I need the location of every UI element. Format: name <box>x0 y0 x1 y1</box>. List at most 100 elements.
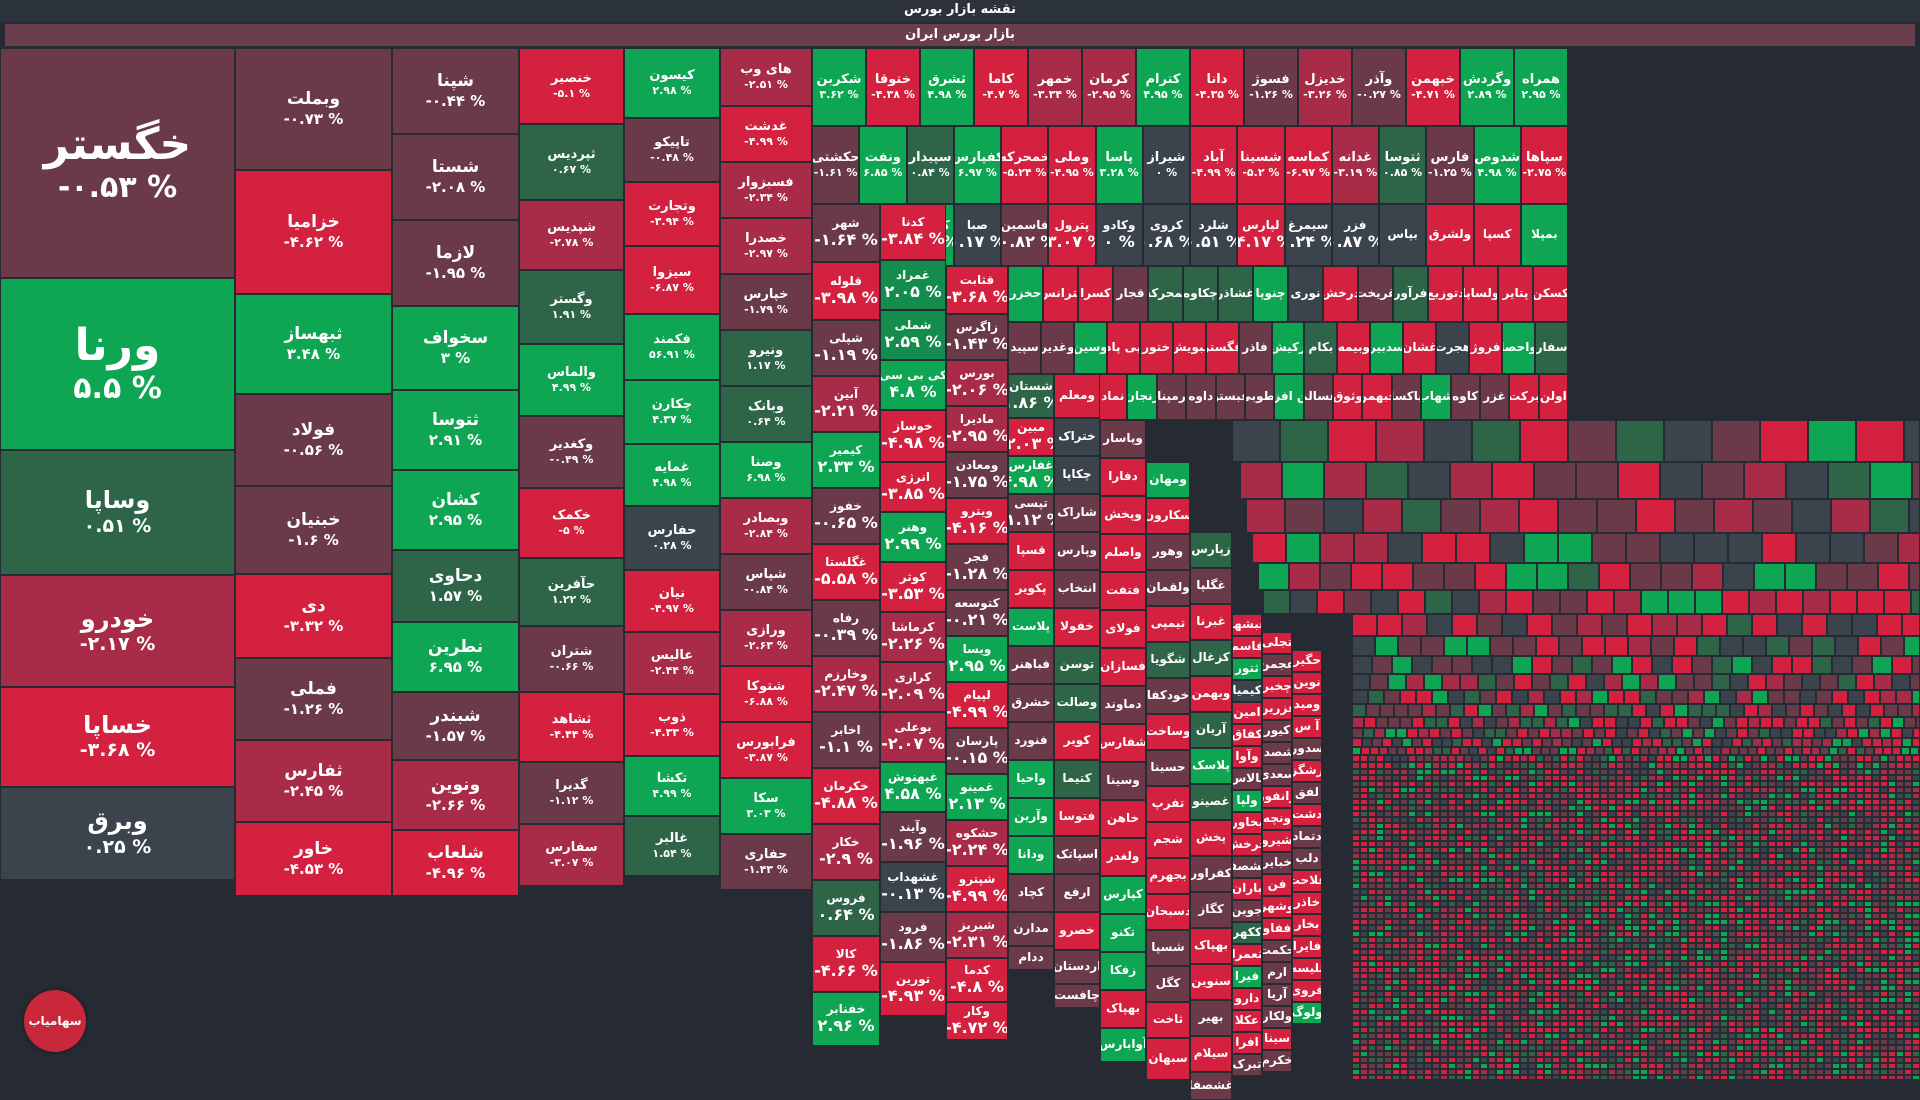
mini-stock-tile[interactable] <box>1753 563 1785 590</box>
mini-stock-tile[interactable] <box>1649 747 1658 755</box>
stock-tile[interactable]: دماوند <box>1100 686 1146 724</box>
mini-stock-tile[interactable] <box>1667 747 1676 755</box>
stock-tile[interactable]: ارفع <box>1054 874 1100 912</box>
mini-stock-tile[interactable] <box>1360 755 1368 762</box>
mini-stock-tile[interactable] <box>1768 769 1776 775</box>
stock-tile[interactable]: سیزوا -۶.۸۷ % <box>624 246 720 314</box>
mini-stock-tile[interactable] <box>1696 762 1704 769</box>
mini-stock-tile[interactable] <box>1352 636 1375 656</box>
mini-stock-tile[interactable] <box>1558 499 1598 533</box>
stock-tile[interactable]: بمپلا <box>1520 204 1568 266</box>
mini-stock-tile[interactable] <box>1784 755 1792 762</box>
mini-stock-tile[interactable] <box>1514 674 1532 690</box>
mini-stock-tile[interactable] <box>1406 747 1415 755</box>
stock-tile[interactable]: آ س <box>1292 716 1322 738</box>
mini-stock-tile[interactable] <box>1492 738 1502 747</box>
mini-stock-tile[interactable] <box>1784 674 1802 690</box>
stock-tile[interactable]: واصلم <box>1100 534 1146 572</box>
stock-tile[interactable]: کفراور <box>1190 856 1232 892</box>
mini-stock-tile[interactable] <box>1680 762 1688 769</box>
mini-stock-tile[interactable] <box>1828 704 1842 717</box>
stock-tile[interactable]: کشان ۲.۹۵ % <box>392 470 519 550</box>
stock-tile[interactable]: خساپا -۳.۶۸ % <box>0 687 235 787</box>
stock-tile[interactable]: عجمن <box>1262 654 1292 676</box>
mini-stock-tile[interactable] <box>1640 590 1668 614</box>
stock-tile[interactable]: شپلی -۱.۱۹ % <box>812 320 880 376</box>
mini-stock-tile[interactable] <box>1672 755 1680 762</box>
mini-stock-tile[interactable] <box>1716 704 1730 717</box>
mini-stock-tile[interactable] <box>1602 738 1612 747</box>
stock-tile[interactable]: آباد -۴.۹۹ % <box>1190 126 1238 204</box>
mini-stock-tile[interactable] <box>1753 499 1793 533</box>
stock-tile[interactable]: وکادو ۰ % <box>1095 204 1143 266</box>
mini-stock-tile[interactable] <box>1728 762 1736 769</box>
stock-tile[interactable]: شستان۱.۸۶ % <box>1008 374 1054 418</box>
stock-tile[interactable]: پتایر <box>1498 266 1533 322</box>
mini-stock-tile[interactable] <box>1422 738 1432 747</box>
stock-tile[interactable]: سپاها -۲.۷۵ % <box>1520 126 1568 204</box>
mini-stock-tile[interactable] <box>1624 755 1632 762</box>
stock-tile[interactable]: لپیام -۴.۹۹ % <box>946 682 1008 728</box>
mini-stock-tile[interactable] <box>1911 462 1920 499</box>
mini-stock-tile[interactable] <box>1912 755 1920 762</box>
mini-stock-tile[interactable] <box>1366 704 1380 717</box>
mini-stock-tile[interactable] <box>1552 762 1560 769</box>
stock-tile[interactable]: بطوبی <box>1244 374 1275 420</box>
mini-stock-tile[interactable] <box>1408 755 1416 762</box>
mini-stock-tile[interactable] <box>1892 738 1902 747</box>
stock-tile[interactable]: دحاوی ۱.۵۷ % <box>392 550 519 622</box>
mini-stock-tile[interactable] <box>1802 674 1820 690</box>
stock-tile[interactable]: قاسم <box>1232 636 1262 658</box>
mini-stock-tile[interactable] <box>1568 755 1576 762</box>
stock-tile[interactable]: وشهر <box>1262 896 1292 918</box>
mini-stock-tile[interactable] <box>1916 717 1920 728</box>
mini-stock-tile[interactable] <box>1328 420 1376 462</box>
stock-tile[interactable]: فسازان <box>1100 648 1146 686</box>
mini-stock-tile[interactable] <box>1748 728 1759 738</box>
mini-stock-tile[interactable] <box>1688 690 1704 704</box>
mini-stock-tile[interactable] <box>1704 769 1712 775</box>
stock-tile[interactable]: وبهمن <box>1190 676 1232 712</box>
stock-tile[interactable]: کگل <box>1146 966 1190 1002</box>
mini-stock-tile[interactable] <box>1402 614 1427 636</box>
mini-stock-tile[interactable] <box>1652 614 1677 636</box>
mini-stock-tile[interactable] <box>1910 747 1919 755</box>
mini-stock-tile[interactable] <box>1502 614 1527 636</box>
stock-tile[interactable]: فباهنر <box>1008 646 1054 684</box>
stock-tile[interactable]: ثتور <box>1232 658 1262 680</box>
stock-tile[interactable]: غشصفا <box>1232 856 1262 878</box>
stock-tile[interactable]: شکربن ۳.۶۲ % <box>812 48 866 126</box>
mini-stock-tile[interactable] <box>1800 704 1814 717</box>
stock-tile[interactable]: سدبیر <box>1370 322 1404 374</box>
mini-stock-tile[interactable] <box>1737 728 1748 738</box>
stock-tile[interactable]: بخاور <box>1232 812 1262 834</box>
mini-stock-tile[interactable] <box>1858 728 1869 738</box>
mini-stock-tile[interactable] <box>1490 533 1525 563</box>
mini-stock-tile[interactable] <box>1508 717 1520 728</box>
mini-stock-tile[interactable] <box>1568 769 1576 775</box>
stock-tile[interactable]: نوری <box>1288 266 1323 322</box>
mini-stock-tile[interactable] <box>1418 728 1429 738</box>
mini-stock-tile[interactable] <box>1762 738 1772 747</box>
mini-stock-tile[interactable] <box>1613 590 1641 614</box>
mini-stock-tile[interactable] <box>1539 728 1550 738</box>
mini-stock-tile[interactable] <box>1532 590 1560 614</box>
stock-tile[interactable]: چکاوه <box>1183 266 1218 322</box>
stock-tile[interactable]: حگیر <box>1292 650 1322 672</box>
mini-stock-tile[interactable] <box>1484 717 1496 728</box>
stock-tile[interactable]: کرمان -۲.۹۵ % <box>1082 48 1136 126</box>
mini-stock-tile[interactable] <box>1694 674 1712 690</box>
mini-stock-tile[interactable] <box>1872 656 1892 674</box>
mini-stock-tile[interactable] <box>1784 769 1792 775</box>
mini-stock-tile[interactable] <box>1536 755 1544 762</box>
mini-stock-tile[interactable] <box>1629 563 1661 590</box>
mini-stock-tile[interactable] <box>1257 563 1289 590</box>
mini-stock-tile[interactable] <box>1770 728 1781 738</box>
stock-tile[interactable]: شلعاب -۴.۹۶ % <box>392 830 519 896</box>
mini-stock-tile[interactable] <box>1908 563 1920 590</box>
stock-tile[interactable]: وبرق ۰.۲۵ % <box>0 787 235 880</box>
mini-stock-tile[interactable] <box>1460 674 1478 690</box>
mini-stock-tile[interactable] <box>1808 755 1816 762</box>
mini-stock-tile[interactable] <box>1856 755 1864 762</box>
stock-tile[interactable]: فکمند ۵۶.۹۱ % <box>624 314 720 380</box>
